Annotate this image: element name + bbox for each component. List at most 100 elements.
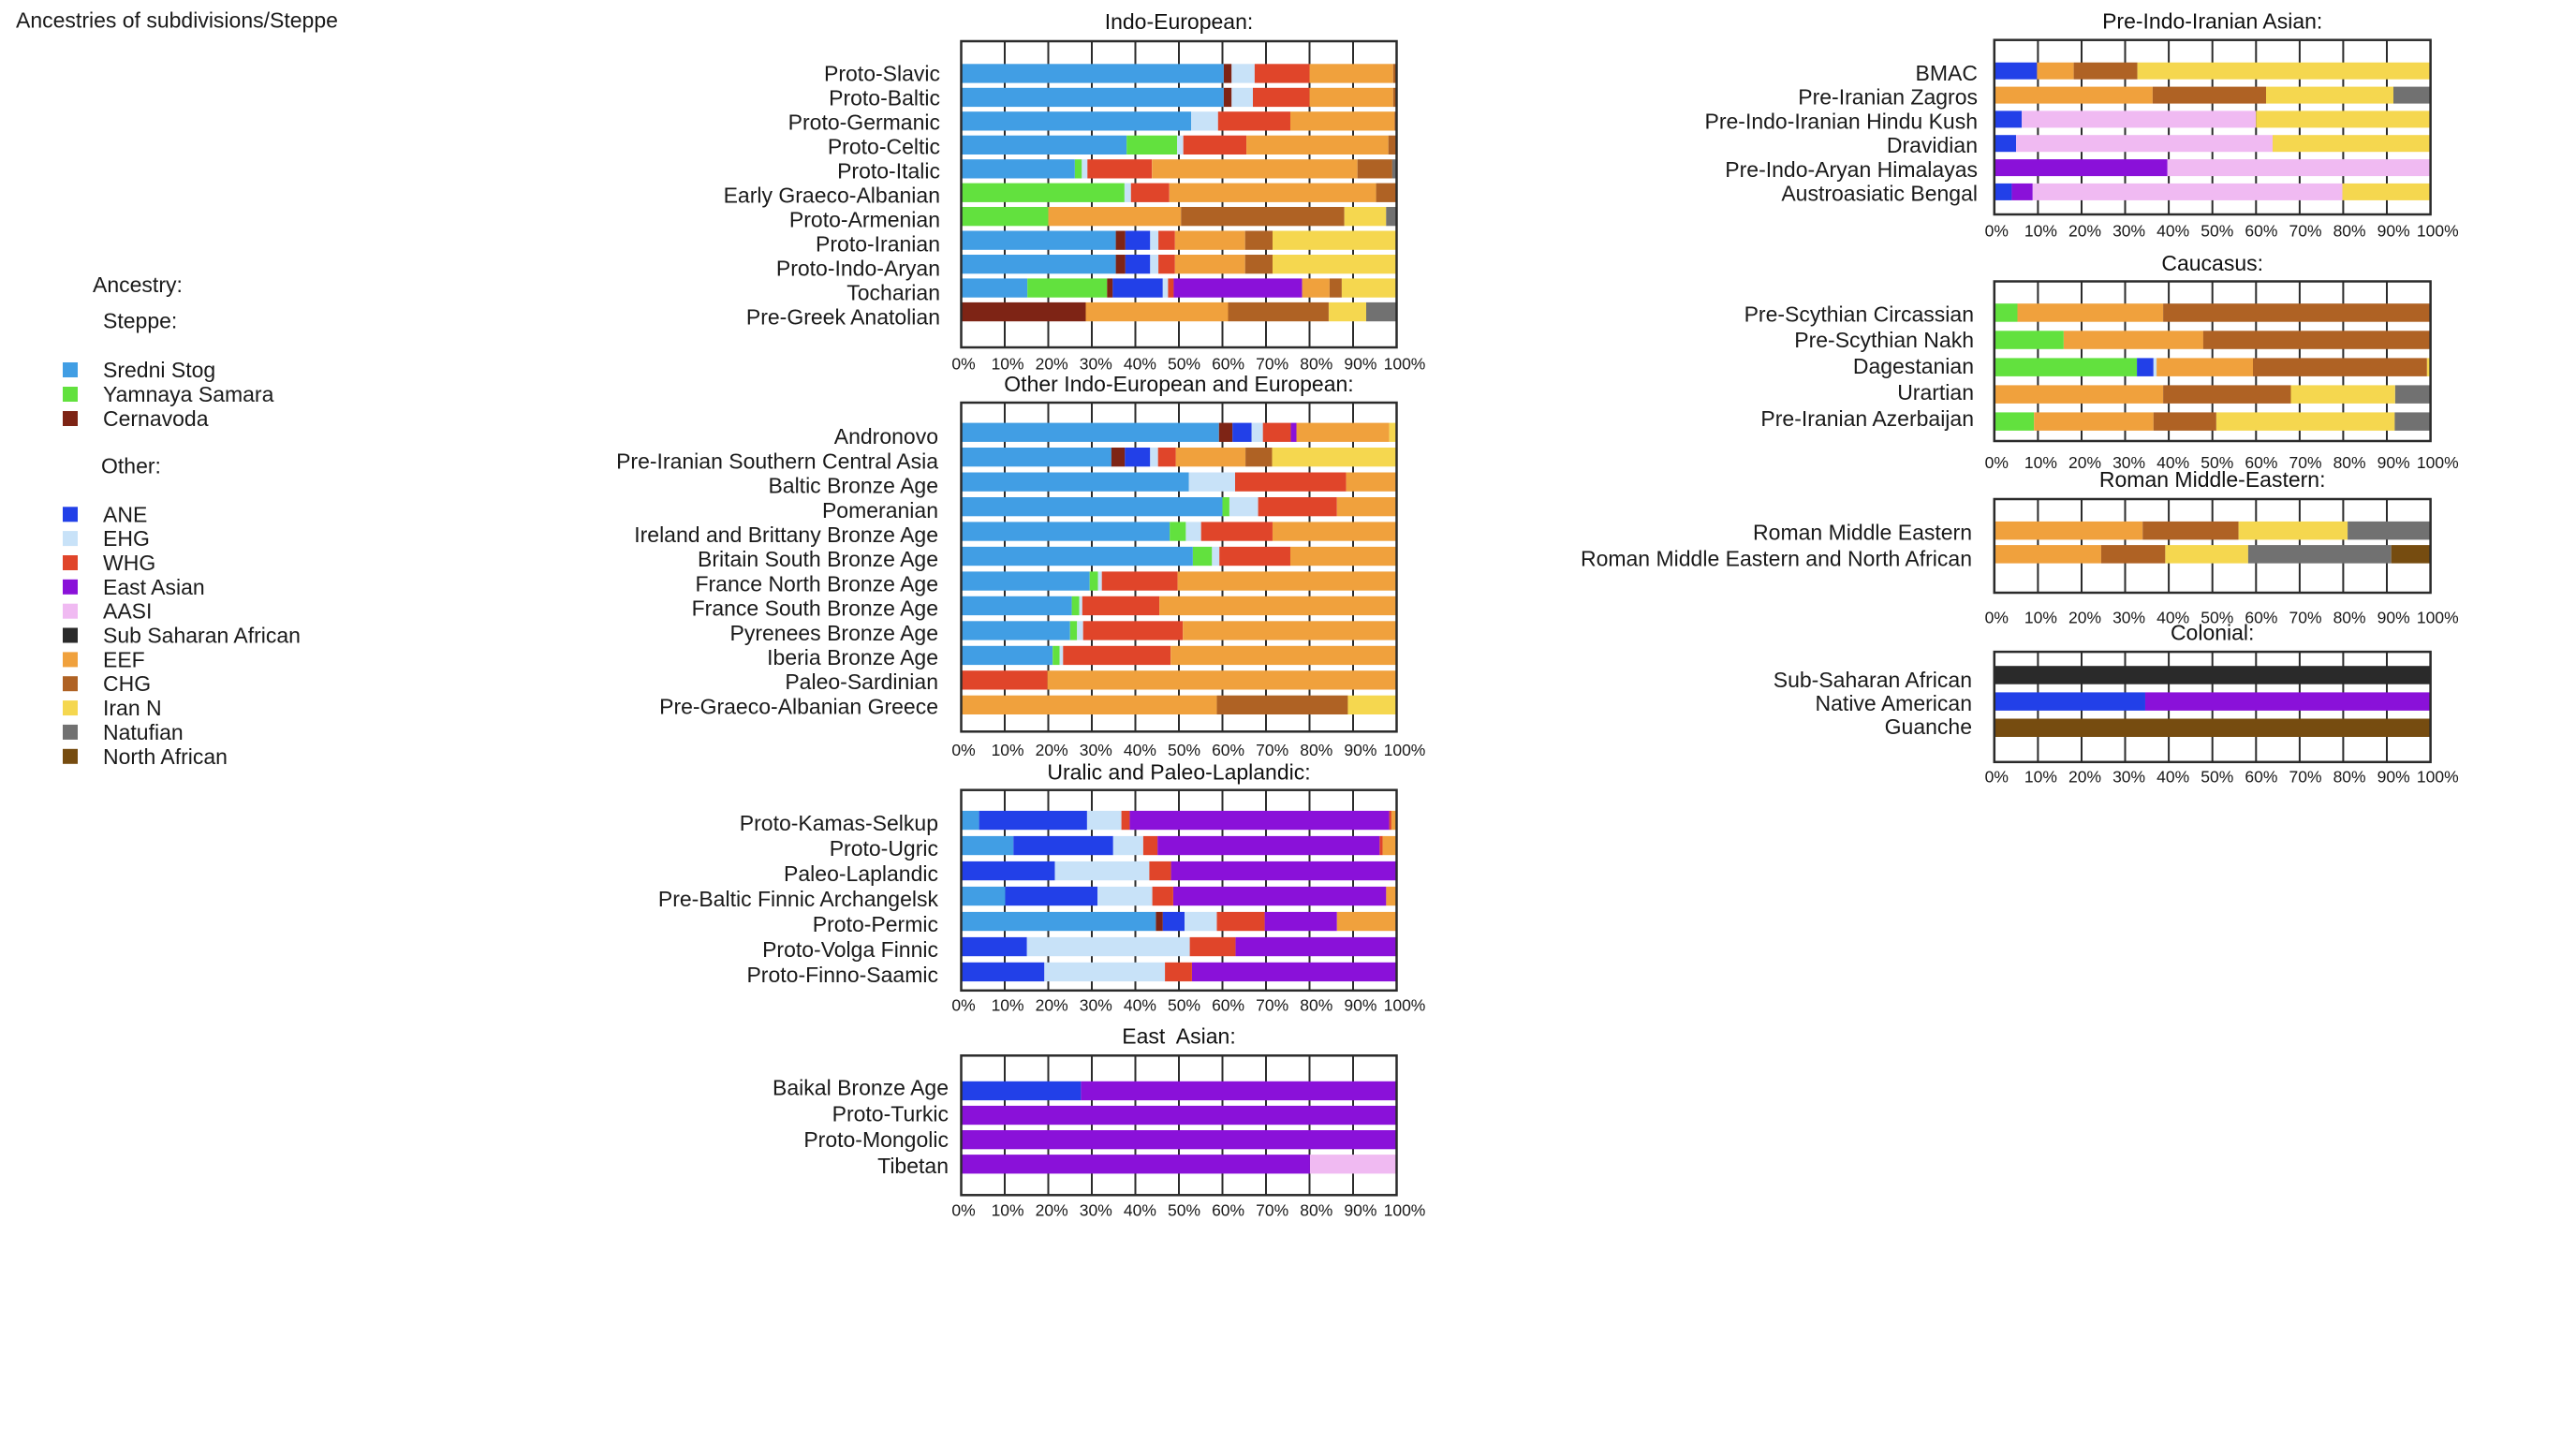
svg-text:40%: 40%: [1124, 1201, 1156, 1220]
svg-text:70%: 70%: [1256, 355, 1288, 374]
svg-text:Austroasiatic Bengal: Austroasiatic Bengal: [1781, 182, 1978, 206]
svg-text:30%: 30%: [1080, 1201, 1112, 1220]
svg-text:0%: 0%: [951, 996, 975, 1015]
svg-text:100%: 100%: [2417, 222, 2459, 241]
svg-text:Baltic Bronze Age: Baltic Bronze Age: [768, 474, 938, 498]
svg-text:70%: 70%: [2289, 609, 2321, 627]
svg-text:0%: 0%: [951, 1201, 975, 1220]
svg-text:40%: 40%: [2156, 453, 2189, 472]
svg-text:Proto-Ugric: Proto-Ugric: [830, 836, 938, 861]
svg-text:60%: 60%: [2245, 222, 2277, 241]
svg-text:30%: 30%: [1080, 996, 1112, 1015]
svg-text:20%: 20%: [1036, 741, 1068, 759]
svg-text:80%: 80%: [1300, 1201, 1332, 1220]
svg-text:Native American: Native American: [1816, 691, 1972, 715]
svg-text:Pre-Indo-Aryan Himalayas: Pre-Indo-Aryan Himalayas: [1725, 157, 1978, 182]
svg-text:ANE: ANE: [103, 502, 147, 526]
svg-text:Paleo-Laplandic: Paleo-Laplandic: [784, 861, 938, 886]
svg-text:Proto-Indo-Aryan: Proto-Indo-Aryan: [776, 257, 940, 281]
svg-text:50%: 50%: [1168, 741, 1200, 759]
svg-text:60%: 60%: [1212, 355, 1244, 374]
svg-text:Pre-Iranian Zagros: Pre-Iranian Zagros: [1798, 85, 1978, 110]
svg-text:50%: 50%: [2201, 609, 2233, 627]
svg-text:Other Indo-European and Europe: Other Indo-European and European:: [1004, 372, 1353, 396]
svg-text:Paleo-Sardinian: Paleo-Sardinian: [785, 670, 938, 694]
svg-text:10%: 10%: [992, 1201, 1024, 1220]
svg-text:Proto-Kamas-Selkup: Proto-Kamas-Selkup: [740, 811, 938, 835]
svg-text:20%: 20%: [1036, 996, 1068, 1015]
svg-text:10%: 10%: [2024, 609, 2057, 627]
svg-text:90%: 90%: [2377, 609, 2410, 627]
svg-text:20%: 20%: [2068, 609, 2101, 627]
svg-text:Proto-Permic: Proto-Permic: [813, 912, 938, 936]
svg-text:Pre-Iranian Azerbaijan: Pre-Iranian Azerbaijan: [1760, 406, 1974, 431]
svg-text:90%: 90%: [1344, 741, 1376, 759]
svg-text:30%: 30%: [1080, 355, 1112, 374]
svg-text:Colonial:: Colonial:: [2171, 620, 2255, 644]
svg-text:Britain South Bronze Age: Britain South Bronze Age: [698, 547, 938, 571]
svg-text:0%: 0%: [951, 355, 975, 374]
svg-text:50%: 50%: [2201, 222, 2233, 241]
svg-text:40%: 40%: [2156, 222, 2189, 241]
svg-text:Iran N: Iran N: [103, 696, 162, 720]
svg-text:20%: 20%: [2068, 222, 2101, 241]
svg-text:East Asian:: East Asian:: [1122, 1023, 1235, 1048]
svg-text:80%: 80%: [1300, 355, 1332, 374]
svg-text:Proto-Slavic: Proto-Slavic: [824, 62, 940, 86]
svg-text:Pre-Indo-Iranian Asian:: Pre-Indo-Iranian Asian:: [2102, 9, 2322, 34]
svg-text:40%: 40%: [1124, 996, 1156, 1015]
svg-text:Pre-Iranian Southern Central A: Pre-Iranian Southern Central Asia: [616, 449, 938, 473]
svg-text:0%: 0%: [1985, 453, 2009, 472]
svg-text:0%: 0%: [1985, 222, 2009, 241]
svg-text:Proto-Armenian: Proto-Armenian: [789, 208, 940, 232]
svg-text:10%: 10%: [992, 996, 1024, 1015]
svg-text:100%: 100%: [1384, 996, 1426, 1015]
svg-text:90%: 90%: [1344, 355, 1376, 374]
svg-text:Pomeranian: Pomeranian: [822, 498, 938, 522]
svg-text:60%: 60%: [1212, 996, 1244, 1015]
svg-text:Sredni Stog: Sredni Stog: [103, 358, 215, 382]
svg-text:Pre-Scythian Circassian: Pre-Scythian Circassian: [1744, 302, 1974, 326]
svg-text:Early Graeco-Albanian: Early Graeco-Albanian: [724, 184, 940, 208]
svg-text:10%: 10%: [992, 741, 1024, 759]
svg-text:90%: 90%: [2377, 768, 2410, 787]
svg-text:40%: 40%: [2156, 609, 2189, 627]
svg-text:60%: 60%: [2245, 453, 2277, 472]
svg-text:100%: 100%: [2417, 768, 2459, 787]
svg-text:Dagestanian: Dagestanian: [1853, 354, 1974, 378]
svg-text:EHG: EHG: [103, 526, 150, 551]
svg-text:90%: 90%: [1344, 996, 1376, 1015]
svg-text:70%: 70%: [2289, 768, 2321, 787]
svg-text:20%: 20%: [2068, 453, 2101, 472]
svg-text:Proto-Germanic: Proto-Germanic: [788, 110, 940, 135]
svg-text:20%: 20%: [2068, 768, 2101, 787]
svg-text:Other:: Other:: [101, 454, 161, 478]
svg-text:50%: 50%: [1168, 996, 1200, 1015]
svg-text:80%: 80%: [2333, 222, 2366, 241]
svg-text:North African: North African: [103, 744, 228, 769]
svg-text:60%: 60%: [1212, 1201, 1244, 1220]
svg-text:Pre-Baltic Finnic Archangelsk: Pre-Baltic Finnic Archangelsk: [658, 887, 939, 911]
svg-text:40%: 40%: [1124, 741, 1156, 759]
svg-text:100%: 100%: [2417, 609, 2459, 627]
svg-text:France South Bronze Age: France South Bronze Age: [692, 596, 938, 621]
svg-text:30%: 30%: [2112, 453, 2145, 472]
svg-text:30%: 30%: [2112, 609, 2145, 627]
svg-text:80%: 80%: [1300, 996, 1332, 1015]
svg-text:Caucasus:: Caucasus:: [2161, 251, 2263, 275]
svg-text:Ancestry:: Ancestry:: [93, 272, 183, 297]
svg-text:Tibetan: Tibetan: [877, 1154, 949, 1178]
svg-text:Guanche: Guanche: [1885, 714, 1972, 739]
svg-text:80%: 80%: [1300, 741, 1332, 759]
svg-text:0%: 0%: [1985, 768, 2009, 787]
svg-text:Uralic and Paleo-Laplandic:: Uralic and Paleo-Laplandic:: [1047, 759, 1310, 784]
svg-text:100%: 100%: [2417, 453, 2459, 472]
svg-text:Roman Middle-Eastern:: Roman Middle-Eastern:: [2099, 467, 2326, 492]
svg-text:Proto-Baltic: Proto-Baltic: [829, 86, 940, 110]
svg-text:40%: 40%: [1124, 355, 1156, 374]
svg-text:30%: 30%: [2112, 768, 2145, 787]
svg-text:Proto-Mongolic: Proto-Mongolic: [803, 1127, 949, 1152]
svg-text:90%: 90%: [2377, 222, 2410, 241]
svg-text:Roman Middle Eastern and North: Roman Middle Eastern and North African: [1581, 547, 1972, 571]
svg-text:CHG: CHG: [103, 671, 151, 696]
